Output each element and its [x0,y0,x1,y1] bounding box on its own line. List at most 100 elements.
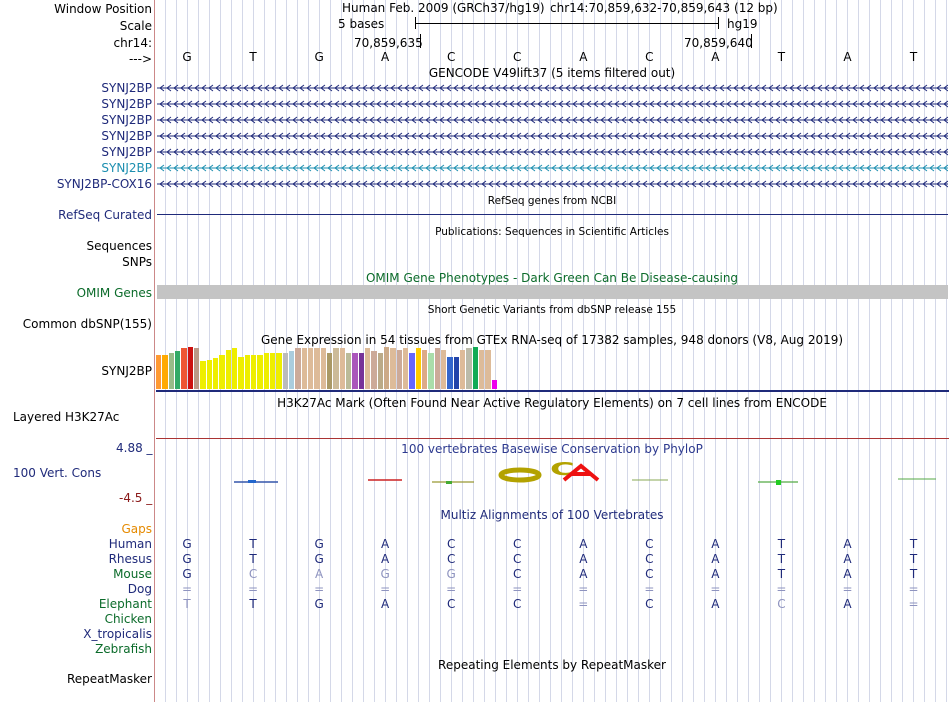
gtex-tissue-bar[interactable] [352,353,358,389]
gtex-tissue-bar[interactable] [314,348,320,389]
gencode-gene-label[interactable]: SYNJ2BP-COX16 [56,177,152,191]
gencode-gene-model[interactable] [157,83,948,95]
species-label[interactable]: Human [108,537,152,551]
gencode-gene-label[interactable]: SYNJ2BP [101,97,152,111]
gtex-tissue-bar[interactable] [453,357,459,389]
refseq-gene-line[interactable] [157,214,948,215]
gtex-tissue-bar[interactable] [491,380,497,389]
aligned-base: A [381,552,390,566]
species-label[interactable]: Dog [127,582,152,596]
gencode-gene-model[interactable] [157,163,948,175]
gtex-tissue-bar[interactable] [288,351,295,389]
gtex-tissue-bar[interactable] [364,348,371,389]
gtex-tissue-bar[interactable] [466,348,472,389]
omim-feature-bar[interactable] [157,285,948,299]
h3k27ac-label[interactable]: Layered H3K27Ac [13,410,120,424]
gencode-gene-model[interactable] [157,131,948,143]
gencode-gene-label[interactable]: SYNJ2BP [101,129,152,143]
gtex-tissue-bar[interactable] [295,348,301,389]
grid-line [836,0,837,702]
gtex-tissue-bar[interactable] [276,353,282,389]
phylop-min-label: -4.5 _ [119,491,153,505]
gtex-tissue-bar[interactable] [333,348,339,389]
gtex-tissue-bar[interactable] [301,348,307,389]
gtex-tissue-bar[interactable] [421,350,428,389]
gtex-tissue-bar[interactable] [232,348,238,389]
species-label[interactable]: Elephant [98,597,152,611]
gtex-tissue-bar[interactable] [206,360,212,389]
gencode-gene-label[interactable]: SYNJ2BP [101,81,152,95]
gtex-tissue-bar[interactable] [251,355,257,389]
aligned-base: G [182,552,192,566]
species-label[interactable]: Chicken [104,612,152,626]
gtex-tissue-bar[interactable] [440,350,447,389]
gtex-tissue-bar[interactable] [263,353,269,389]
grid-line [220,0,221,702]
gtex-tissue-bar[interactable] [282,353,288,389]
gtex-tissue-bar[interactable] [244,355,250,389]
species-label[interactable]: Mouse [113,567,152,581]
gtex-tissue-bar[interactable] [181,348,187,389]
gencode-gene-model[interactable] [157,179,948,191]
gtex-tissue-bar[interactable] [326,353,333,389]
gencode-gene-model[interactable] [157,147,948,159]
gtex-tissue-bar[interactable] [459,350,466,389]
gtex-tissue-bar[interactable] [434,348,440,389]
species-label[interactable]: Zebrafish [95,642,152,656]
gtex-tissue-bar[interactable] [339,348,345,389]
gencode-gene-label[interactable]: SYNJ2BP [101,145,152,159]
gtex-tissue-bar[interactable] [269,353,276,389]
snps-label[interactable]: SNPs [122,255,152,269]
gtex-tissue-bar[interactable] [390,348,396,389]
gtex-tissue-bar[interactable] [447,357,453,389]
gtex-tissue-bar[interactable] [257,355,263,389]
gtex-tissue-bar[interactable] [371,351,377,389]
gencode-gene-label[interactable]: SYNJ2BP [101,161,152,175]
aligned-base: C [248,567,258,581]
refseq-label[interactable]: RefSeq Curated [58,208,152,222]
gtex-tissue-bar[interactable] [377,353,383,389]
gtex-tissue-bar[interactable] [402,348,409,389]
gtex-tissue-bar[interactable] [472,347,478,389]
species-label[interactable]: Rhesus [108,552,152,566]
dbsnp-label[interactable]: Common dbSNP(155) [22,317,152,331]
gencode-gene-model[interactable] [157,115,948,127]
reference-base: G [182,50,192,64]
gtex-tissue-bar[interactable] [396,350,402,389]
phylop-logo[interactable]: C [156,462,949,502]
omim-label[interactable]: OMIM Genes [76,286,152,300]
gtex-tissue-bar[interactable] [156,355,162,389]
repeatmasker-label[interactable]: RepeatMasker [66,672,152,686]
sequences-label[interactable]: Sequences [86,239,152,253]
gtex-tissue-bar[interactable] [225,350,231,389]
gtex-tissue-bar[interactable] [409,353,415,389]
gtex-tissue-bar[interactable] [175,351,181,389]
gtex-tissue-bar[interactable] [200,361,206,389]
gtex-tissue-bar[interactable] [428,353,434,389]
gtex-tissue-bar[interactable] [320,348,326,389]
gtex-tissue-bar[interactable] [358,353,364,389]
gtex-tissue-bar[interactable] [194,348,200,389]
gencode-gene-model[interactable] [157,99,948,111]
gtex-tissue-bar[interactable] [478,350,485,389]
gtex-tissue-bar[interactable] [213,358,219,389]
gtex-tissue-bar[interactable] [219,355,225,389]
gtex-tissue-bar[interactable] [307,348,314,389]
gtex-label[interactable]: SYNJ2BP [101,364,152,378]
label-divider [154,0,155,702]
species-label[interactable]: X_tropicalis [83,627,152,641]
gtex-tissue-bar[interactable] [485,350,491,389]
gtex-tissue-bar[interactable] [168,353,175,389]
gtex-tissue-bar[interactable] [187,347,193,389]
h3k27ac-signal-line[interactable] [156,438,949,439]
gtex-tissue-bar[interactable] [162,355,168,389]
gtex-tissue-bar[interactable] [345,353,352,389]
gaps-label[interactable]: Gaps [121,522,152,536]
gencode-gene-label[interactable]: SYNJ2BP [101,113,152,127]
phylop-label[interactable]: 100 Vert. Cons [13,466,102,480]
gtex-tissue-bar[interactable] [383,347,390,389]
gtex-bar-chart[interactable] [156,347,536,389]
gtex-tissue-bar[interactable] [238,357,244,389]
gtex-tissue-bar[interactable] [415,348,421,389]
